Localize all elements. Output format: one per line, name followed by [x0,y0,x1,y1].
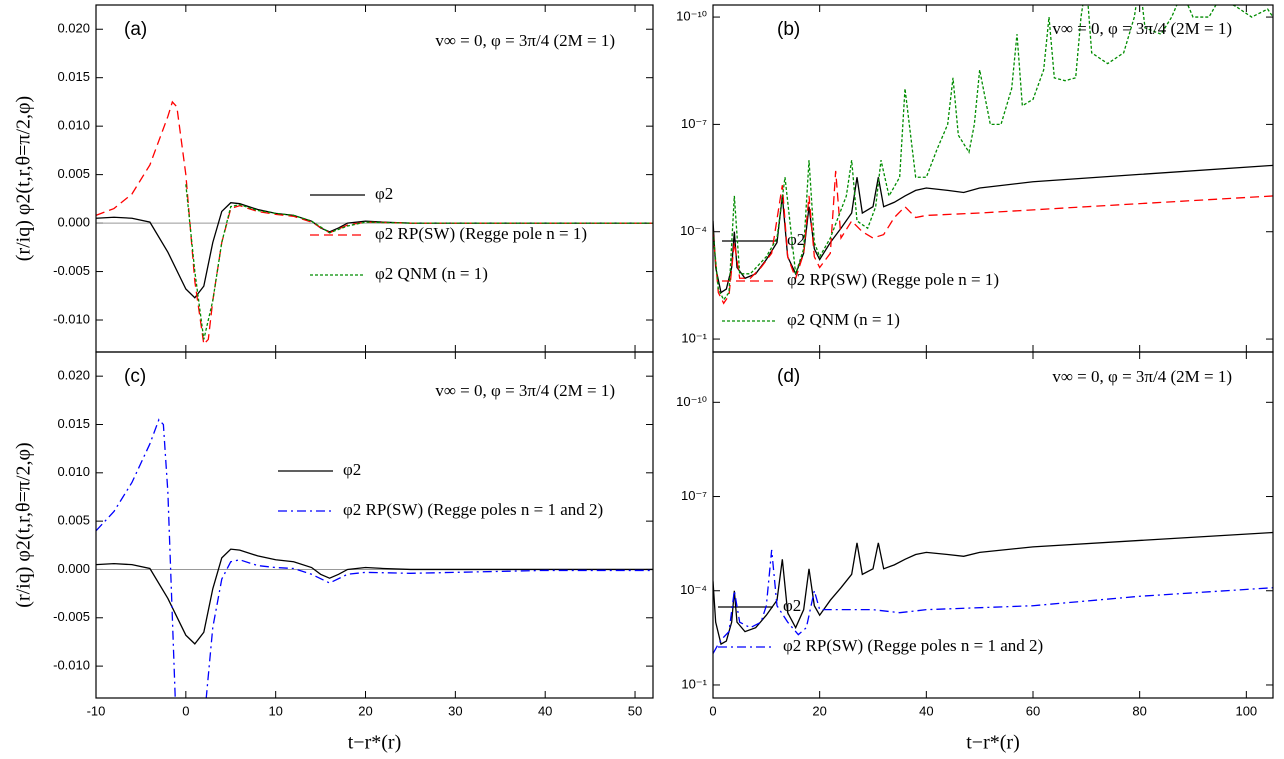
y-tick-label: 0.015 [57,416,90,431]
y-tick-label: 10⁻¹ [681,330,707,345]
x-axis-label: t−r*(r) [348,732,401,754]
x-tick-label: 30 [448,703,462,718]
x-tick-label: 20 [812,703,826,718]
panel-label: (c) [124,366,146,387]
panel-label: (d) [777,366,800,387]
y-tick-label: 0.010 [57,464,90,479]
y-tick-label: 0.010 [57,118,90,133]
plot-frame [712,4,1274,353]
legend-label: φ2 [787,230,805,249]
y-tick-label: 10⁻⁷ [681,116,707,131]
y-tick-label: 10⁻⁴ [680,582,707,597]
y-tick-label: 10⁻⁴ [680,223,707,238]
plot-frame [712,351,1274,699]
y-tick-label: -0.010 [53,311,90,326]
y-tick-label: -0.005 [53,609,90,624]
series-line [713,531,1273,646]
y-tick-label: 0.020 [57,21,90,36]
panel-label: (b) [777,19,800,40]
y-axis-label: (r/iq) φ2(t,r,θ=π/2,φ) [13,96,35,261]
x-tick-label: 0 [709,703,716,718]
y-tick-label: -0.010 [53,658,90,673]
y-tick-label: 0.000 [57,215,90,230]
y-tick-label: 0.000 [57,561,90,576]
series-line [96,548,653,645]
legend-label: φ2 QNM (n = 1) [787,310,900,329]
x-tick-label: 0 [182,703,189,718]
series-line [713,5,1273,302]
annotation: v∞ = 0, φ = 3π/4 (2M = 1) [435,381,615,400]
legend-label: φ2 RP(SW) (Regge pole n = 1) [375,224,587,243]
y-tick-label: 10⁻¹ [681,676,707,691]
legend-label: φ2 [783,596,801,615]
x-tick-label: 80 [1132,703,1146,718]
y-tick-label: 10⁻¹⁰ [676,9,707,24]
series-line [96,202,653,299]
y-axis-label: (r/iq) φ2(t,r,θ=π/2,φ) [13,442,35,607]
plot-frame [95,4,654,353]
plot-frame [95,351,654,699]
x-tick-label: 40 [538,703,552,718]
series-line [185,184,653,340]
series-line [713,170,1273,305]
y-tick-label: 0.020 [57,368,90,383]
x-axis-label: t−r*(r) [966,732,1019,754]
y-tick-label: 10⁻¹⁰ [676,394,707,409]
y-tick-label: 0.005 [57,166,90,181]
legend-label: φ2 [343,460,361,479]
annotation: v∞ = 0, φ = 3π/4 (2M = 1) [1052,367,1232,386]
series-line [96,418,653,698]
y-tick-label: -0.005 [53,263,90,278]
legend-label: φ2 RP(SW) (Regge pole n = 1) [787,270,999,289]
annotation: v∞ = 0, φ = 3π/4 (2M = 1) [1052,19,1232,38]
x-tick-label: 40 [919,703,933,718]
x-tick-label: 50 [628,703,642,718]
annotation: v∞ = 0, φ = 3π/4 (2M = 1) [435,31,615,50]
x-tick-label: 60 [1026,703,1040,718]
legend-label: φ2 RP(SW) (Regge poles n = 1 and 2) [783,636,1043,655]
x-tick-label: 100 [1235,703,1257,718]
legend-label: φ2 QNM (n = 1) [375,264,488,283]
series-line [713,549,1273,654]
y-tick-label: 0.015 [57,69,90,84]
legend-label: φ2 [375,184,393,203]
legend-label: φ2 RP(SW) (Regge poles n = 1 and 2) [343,500,603,519]
panel-label: (a) [124,19,147,40]
x-tick-label: 20 [358,703,372,718]
x-tick-label: -10 [87,703,106,718]
y-tick-label: 10⁻⁷ [681,488,707,503]
y-tick-label: 0.005 [57,513,90,528]
x-tick-label: 10 [268,703,282,718]
